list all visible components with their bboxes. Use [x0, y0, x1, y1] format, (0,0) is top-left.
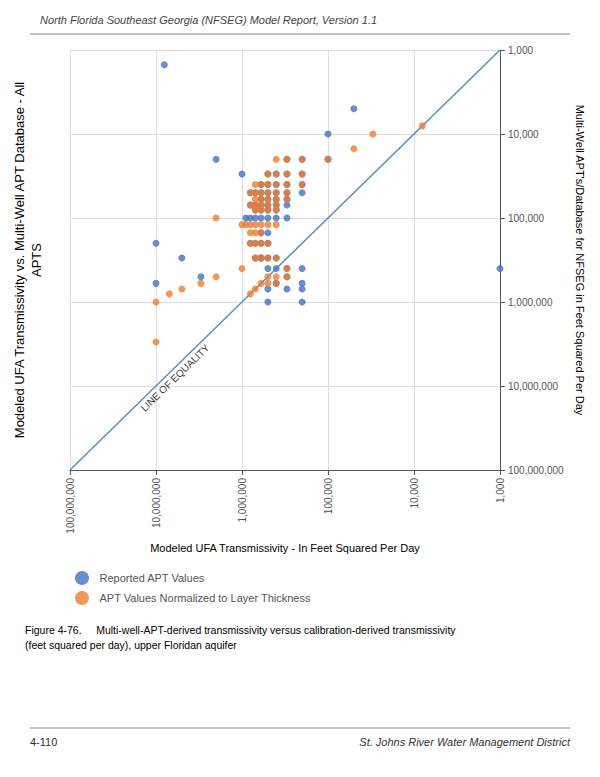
svg-text:APTS: APTS: [29, 243, 44, 277]
svg-text:1,000,000: 1,000,000: [508, 297, 553, 308]
svg-text:(feet squared per day), upper: (feet squared per day), upper Floridan a…: [25, 639, 237, 651]
svg-text:100,000,000: 100,000,000: [508, 465, 564, 476]
svg-text:Modeled UFA Transmissivity - I: Modeled UFA Transmissivity - In Feet Squ…: [150, 542, 420, 554]
svg-text:St. Johns River Water Manageme: St. Johns River Water Management Distric…: [359, 736, 571, 748]
svg-text:North Florida Southeast Georgi: North Florida Southeast Georgia (NFSEG) …: [40, 14, 377, 26]
svg-text:Multi-Well APT's/Database for: Multi-Well APT's/Database for NFSEG in F…: [574, 105, 586, 416]
svg-text:APT Values Normalized to Layer: APT Values Normalized to Layer Thickness: [100, 592, 311, 604]
svg-text:LINE OF EQUALITY: LINE OF EQUALITY: [139, 342, 212, 414]
svg-text:10,000,000: 10,000,000: [508, 381, 558, 392]
svg-text:4-110: 4-110: [30, 736, 57, 748]
svg-text:100,000: 100,000: [508, 213, 545, 224]
svg-text:10,000,000: 10,000,000: [151, 478, 162, 528]
svg-text:Modeled UFA Transmissivity vs.: Modeled UFA Transmissivity vs. Multi-Wel…: [12, 82, 27, 439]
svg-text:10,000: 10,000: [508, 129, 539, 140]
svg-text:100,000: 100,000: [323, 478, 334, 515]
svg-text:1,000: 1,000: [495, 478, 506, 503]
svg-text:1,000,000: 1,000,000: [237, 478, 248, 523]
svg-text:1,000: 1,000: [508, 45, 533, 56]
svg-text:100,000,000: 100,000,000: [65, 478, 76, 534]
svg-text:Figure 4-76. Multi-well-AP: Figure 4-76. Multi-well-APT-derived tran…: [25, 624, 456, 636]
svg-text:Reported APT Values: Reported APT Values: [100, 572, 205, 584]
svg-text:10,000: 10,000: [409, 478, 420, 509]
